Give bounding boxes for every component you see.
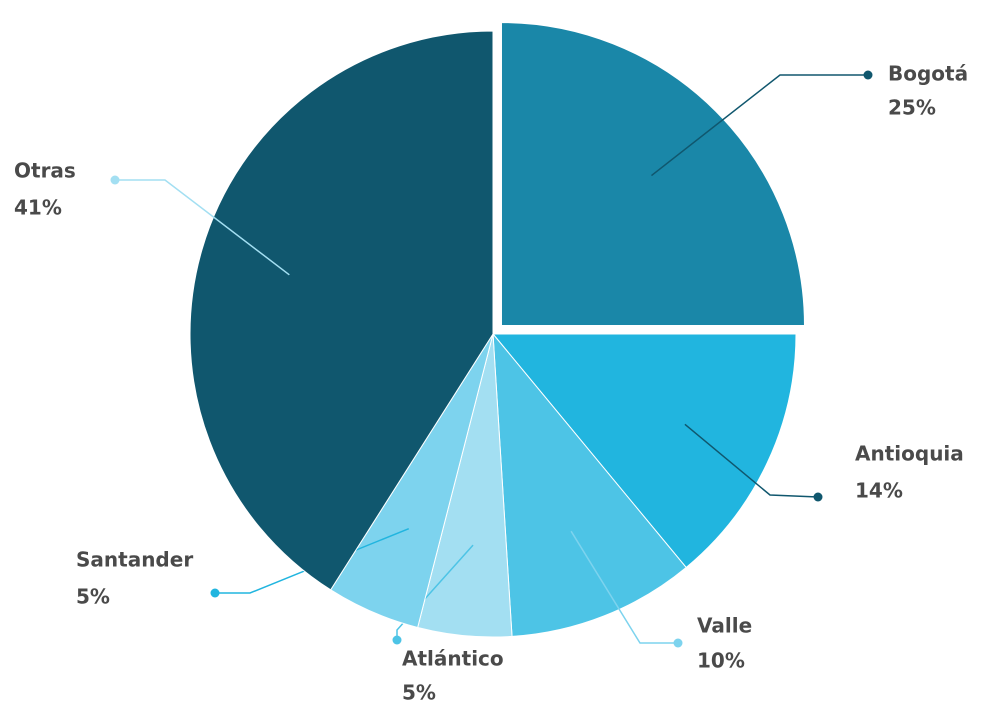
pie-slice xyxy=(491,333,797,569)
slice-label: Otras xyxy=(14,159,76,183)
slice-label: Bogotá xyxy=(888,62,968,86)
slice-value-label: 41% xyxy=(14,196,62,220)
leader-line xyxy=(651,74,868,177)
slice-label: Antioquia xyxy=(855,442,964,466)
slice-value-label: 5% xyxy=(76,585,110,609)
slice-value-label: 14% xyxy=(855,479,903,503)
leader-dot xyxy=(863,70,873,80)
slice-label: Atlántico xyxy=(402,647,504,671)
pie-slice xyxy=(189,30,494,591)
slice-label: Santander xyxy=(76,548,193,572)
leader-dot xyxy=(110,175,120,185)
slice-value-label: 10% xyxy=(697,649,745,673)
slice-label: Valle xyxy=(697,614,752,638)
leader-dot xyxy=(813,492,823,502)
leader-line xyxy=(684,423,819,498)
slice-value-label: 5% xyxy=(402,681,436,704)
leader-dot xyxy=(673,638,683,648)
leader-dot xyxy=(210,588,220,598)
leader-line xyxy=(570,530,678,644)
pie-slice xyxy=(492,332,687,637)
slice-value-label: 25% xyxy=(888,96,936,120)
leader-dot xyxy=(392,635,402,645)
leader-line xyxy=(115,179,290,276)
